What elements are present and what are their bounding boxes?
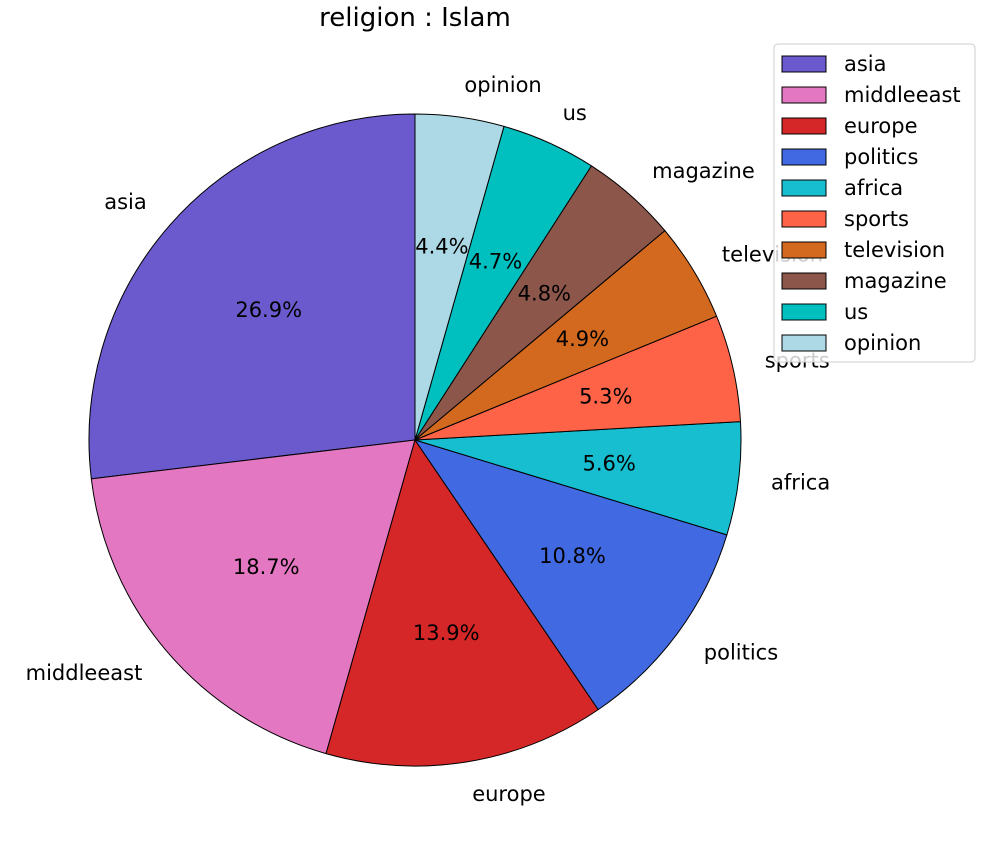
slice-label-europe: europe <box>472 782 545 806</box>
pie-slice-asia <box>88 113 416 480</box>
legend-label-politics: politics <box>844 145 918 169</box>
percent-label-politics: 10.8% <box>539 544 606 568</box>
percent-label-opinion: 4.4% <box>415 234 468 258</box>
legend-label-asia: asia <box>844 52 887 76</box>
legend-swatch-sports <box>781 210 827 228</box>
percent-label-middleeast: 18.7% <box>233 555 300 579</box>
slice-label-asia: asia <box>104 190 147 214</box>
legend-label-us: us <box>844 300 868 324</box>
percent-label-africa: 5.6% <box>583 451 636 475</box>
legend-swatch-magazine <box>781 272 827 290</box>
percent-label-television: 4.9% <box>556 327 609 351</box>
slice-label-africa: africa <box>771 471 830 495</box>
slice-label-magazine: magazine <box>652 159 755 183</box>
slice-label-politics: politics <box>704 641 778 665</box>
legend-swatch-opinion <box>781 334 827 352</box>
legend-swatch-politics <box>781 148 827 166</box>
legend-swatch-europe <box>781 117 827 135</box>
percent-label-asia: 26.9% <box>235 298 302 322</box>
legend-label-magazine: magazine <box>844 269 947 293</box>
slice-labels: asiamiddleeasteuropepoliticsafricasports… <box>26 73 831 806</box>
slice-label-middleeast: middleeast <box>26 661 143 685</box>
legend-swatch-television <box>781 241 827 259</box>
pie-slice-opinion <box>414 113 505 441</box>
slice-label-us: us <box>563 101 587 125</box>
slice-label-opinion: opinion <box>464 73 541 97</box>
percent-label-europe: 13.9% <box>413 621 480 645</box>
legend-label-europe: europe <box>844 114 918 138</box>
legend-label-television: television <box>844 238 945 262</box>
chart-title: religion : Islam <box>319 3 511 33</box>
legend-label-africa: africa <box>844 176 903 200</box>
percent-label-magazine: 4.8% <box>518 281 571 305</box>
percent-label-sports: 5.3% <box>579 385 632 409</box>
pie-slices <box>88 113 742 767</box>
legend-swatch-us <box>781 303 827 321</box>
legend: asia middleeast europe politics africa sports… <box>773 43 976 363</box>
legend-swatch-asia <box>781 55 827 73</box>
pie-slice-politics <box>414 439 728 711</box>
percent-label-us: 4.7% <box>469 250 522 274</box>
legend-swatch-africa <box>781 179 827 197</box>
legend-label-sports: sports <box>844 207 909 231</box>
legend-label-middleeast: middleeast <box>844 83 961 107</box>
pie-slice-middleeast <box>90 439 416 755</box>
legend-swatch-middleeast <box>781 86 827 104</box>
pie-slice-europe <box>325 439 599 767</box>
legend-label-opinion: opinion <box>844 331 921 355</box>
percent-labels: 26.9% 18.7% 13.9% 10.8% 5.6% 5.3% 4.9% 4.8% 4.7%… <box>233 234 636 645</box>
